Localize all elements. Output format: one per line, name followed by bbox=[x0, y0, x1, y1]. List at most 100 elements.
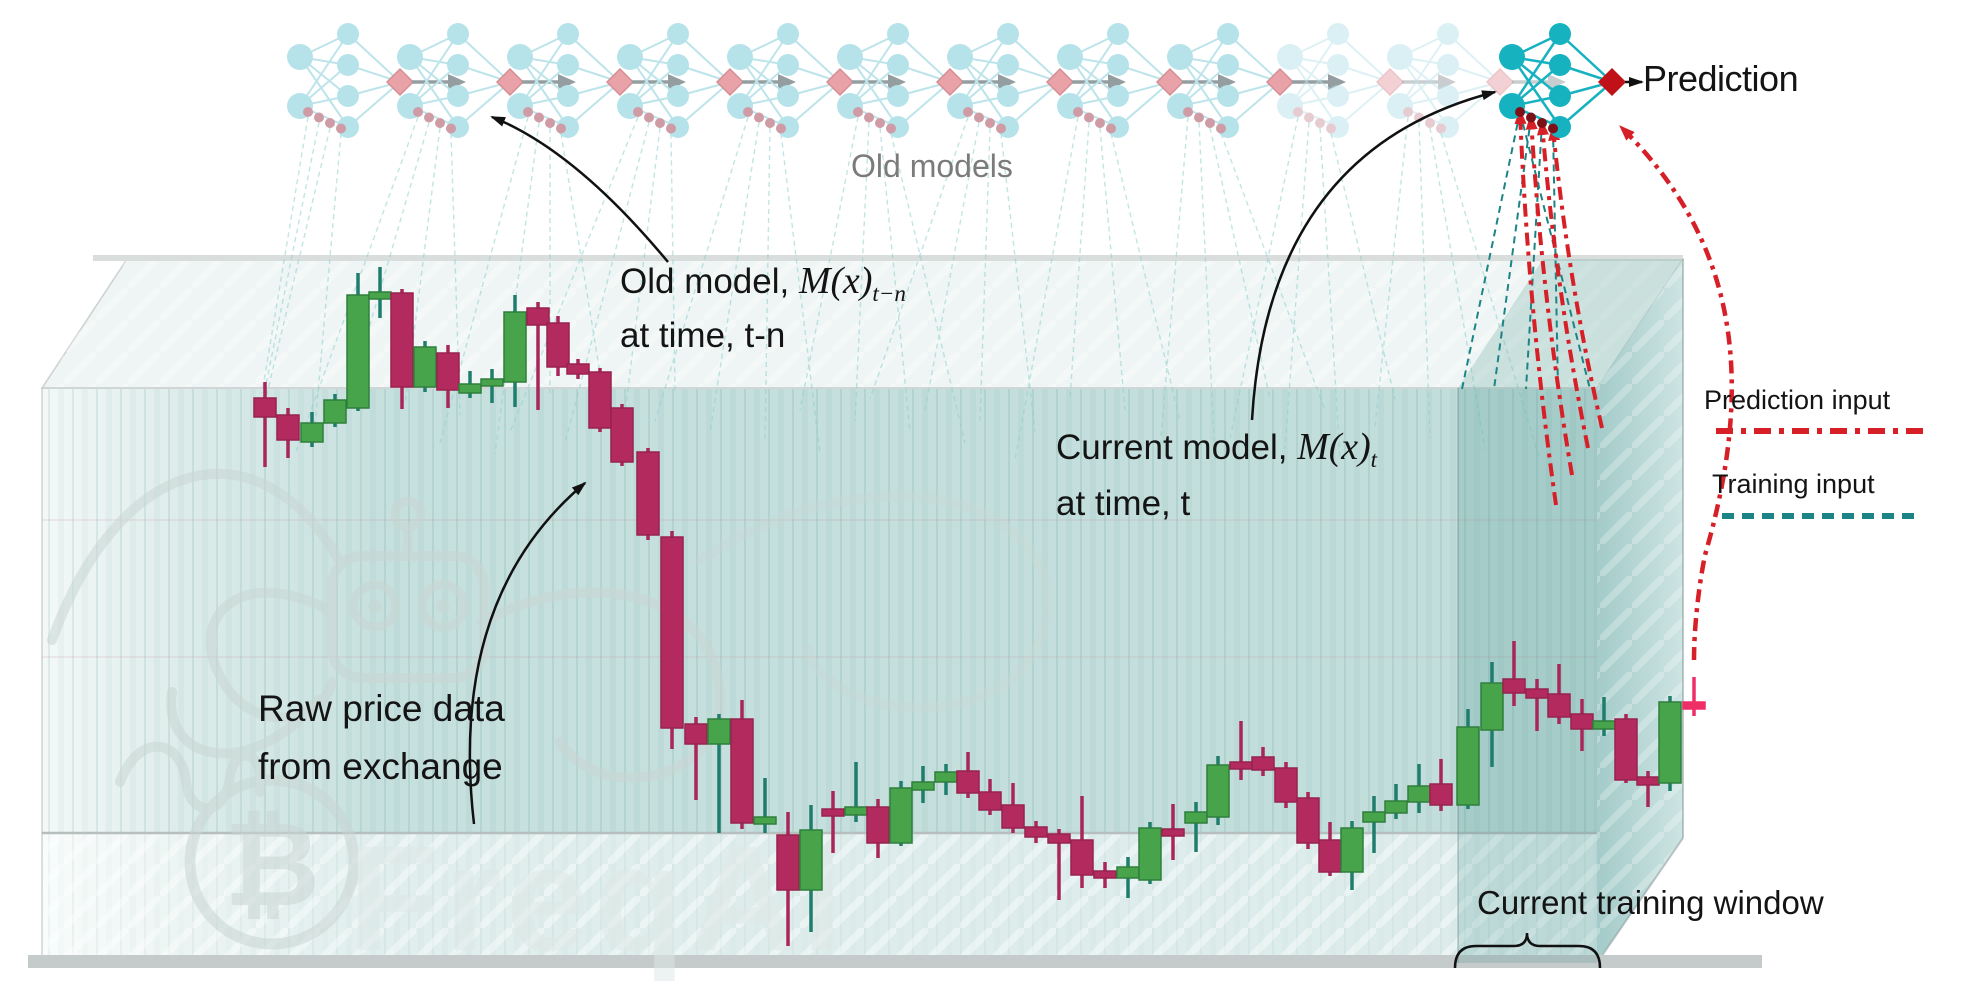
candle bbox=[1070, 796, 1094, 888]
input-feature-dot bbox=[1205, 118, 1215, 128]
current-model-annotation-prefix: Current model, bbox=[1056, 428, 1298, 467]
input-feature-dot bbox=[765, 118, 775, 128]
input-feature-dot bbox=[963, 107, 973, 117]
input-feature-dot bbox=[556, 123, 566, 134]
old-model-network bbox=[1167, 23, 1295, 138]
input-feature-dot bbox=[633, 107, 643, 117]
bitcoin-badge-icon bbox=[184, 774, 360, 950]
candle bbox=[1161, 804, 1185, 860]
candle bbox=[1206, 756, 1230, 825]
candle bbox=[956, 752, 980, 798]
candle bbox=[1001, 783, 1025, 833]
current-model-math-sub: t bbox=[1370, 446, 1378, 473]
candle bbox=[1274, 762, 1298, 808]
candle bbox=[1047, 829, 1071, 900]
candle bbox=[480, 369, 504, 403]
candle bbox=[1502, 641, 1526, 706]
current-model-annotation-line2: at time, t bbox=[1056, 484, 1191, 523]
input-feature-dot bbox=[985, 118, 995, 128]
candle bbox=[1429, 759, 1453, 811]
candle bbox=[1407, 764, 1431, 813]
old-model-annotation-prefix: Old model, bbox=[620, 262, 799, 301]
raw-price-arrow bbox=[468, 481, 587, 825]
old-model-network bbox=[507, 23, 635, 138]
training-window-brace bbox=[1453, 932, 1602, 969]
current-model-arrow bbox=[1250, 90, 1497, 421]
freqai-watermark: ₿ FreqAI bbox=[47, 468, 1054, 981]
old-model-network bbox=[1277, 23, 1405, 138]
input-feature-dot bbox=[523, 107, 533, 117]
bitcoin-symbol: ₿ bbox=[224, 795, 320, 933]
input-feature-dot bbox=[1315, 118, 1325, 128]
input-feature-dot bbox=[886, 123, 896, 134]
candle bbox=[1024, 821, 1048, 843]
legend-prediction-input-label: Prediction input bbox=[1704, 385, 1891, 415]
candle bbox=[660, 531, 684, 749]
input-feature-dot bbox=[314, 112, 324, 123]
old-model-network bbox=[947, 23, 1075, 138]
input-feature-dot bbox=[1073, 107, 1083, 117]
candle bbox=[1340, 821, 1364, 890]
input-feature-dot bbox=[1403, 107, 1413, 117]
candle bbox=[413, 341, 437, 392]
input-feature-dot bbox=[864, 112, 874, 123]
input-feature-dot bbox=[336, 123, 346, 134]
input-feature-dot bbox=[1425, 118, 1435, 128]
candle bbox=[1547, 664, 1571, 724]
candle bbox=[1658, 696, 1682, 791]
input-feature-dot bbox=[776, 123, 786, 134]
candle bbox=[436, 345, 460, 408]
candle bbox=[1682, 677, 1706, 716]
candle bbox=[458, 371, 482, 398]
current-training-window-region bbox=[1457, 259, 1683, 963]
old-model-annotation-line2: at time, t-n bbox=[620, 316, 786, 355]
candle bbox=[1456, 709, 1480, 809]
candle bbox=[889, 781, 913, 846]
candle bbox=[1296, 792, 1320, 849]
input-feature-dot bbox=[1183, 107, 1193, 117]
candle bbox=[276, 408, 300, 458]
input-feature-dot bbox=[413, 107, 423, 117]
prediction-input-lines bbox=[1514, 108, 1604, 506]
candle bbox=[776, 812, 800, 946]
candle bbox=[566, 359, 590, 379]
candle bbox=[503, 295, 527, 407]
annotation-arrows bbox=[468, 90, 1497, 825]
input-feature-dot bbox=[1095, 118, 1105, 128]
old-model-arrow bbox=[490, 115, 669, 263]
candle bbox=[1384, 784, 1408, 819]
candle bbox=[1138, 822, 1162, 884]
old-model-math: M(x) bbox=[798, 260, 873, 302]
input-feature-dot bbox=[1537, 118, 1547, 128]
candle bbox=[707, 714, 731, 833]
candle bbox=[730, 700, 754, 829]
input-feature-dot bbox=[1515, 107, 1525, 117]
candle bbox=[1093, 862, 1117, 888]
input-feature-dot bbox=[424, 112, 434, 123]
candle bbox=[588, 368, 612, 432]
old-models-label: Old models bbox=[851, 148, 1013, 184]
box-bottom-edge bbox=[28, 955, 1762, 968]
input-feature-dot bbox=[1293, 107, 1303, 117]
candle bbox=[866, 799, 890, 858]
input-feature-dot bbox=[996, 123, 1006, 134]
input-feature-dot bbox=[1304, 112, 1314, 123]
input-feature-dot bbox=[743, 107, 753, 117]
watermark-text: FreqAI bbox=[348, 814, 847, 981]
input-feature-dot bbox=[974, 112, 984, 123]
candle bbox=[610, 404, 634, 466]
old-model-network bbox=[287, 23, 415, 138]
current-model-math: M(x) bbox=[1297, 426, 1371, 468]
old-model-network bbox=[1387, 23, 1515, 138]
candle bbox=[636, 448, 660, 540]
input-feature-dot bbox=[666, 123, 676, 134]
input-feature-dot bbox=[1326, 123, 1336, 134]
candle bbox=[978, 779, 1002, 815]
input-feature-dot bbox=[545, 118, 555, 128]
candle bbox=[1318, 822, 1342, 876]
old-model-network bbox=[617, 23, 745, 138]
current-training-input-lines bbox=[1461, 111, 1591, 390]
candle bbox=[526, 302, 550, 410]
candle bbox=[911, 766, 935, 803]
